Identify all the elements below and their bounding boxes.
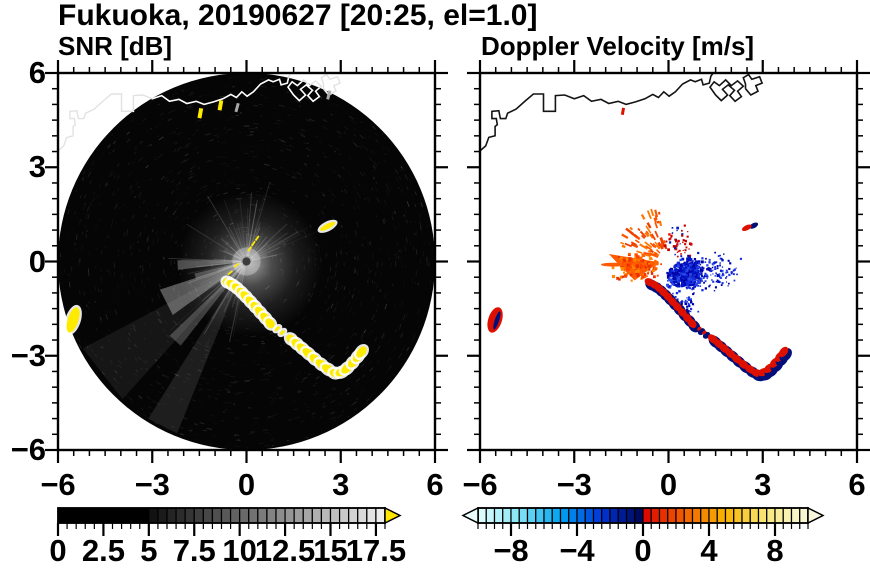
vel-xtick-label: 0 (659, 467, 678, 502)
center-echo-dash (254, 235, 260, 242)
radar-center-dot (242, 257, 251, 266)
snr-rays (168, 181, 327, 342)
coast-echo-yellow (217, 100, 224, 111)
vel-colorbar-arrow-right (807, 506, 825, 525)
ytick-label: 0 (28, 243, 46, 279)
center-echo-dash (247, 246, 252, 252)
coastline-vel (479, 72, 764, 152)
vel-colorbar-label: −8 (493, 533, 529, 568)
coast-echo-red (620, 107, 626, 116)
ytick-label: −3 (10, 337, 46, 373)
coast-echo-gray (326, 90, 332, 100)
vel-xtick-label: 3 (754, 467, 772, 502)
snr-colorbar-label: 7.5 (172, 533, 216, 568)
vel-colorbar-label: −4 (559, 533, 595, 568)
ytick-label: −6 (10, 432, 46, 467)
snr-colorbar (56, 506, 402, 536)
blue-core (666, 256, 708, 290)
snr-glow (178, 191, 323, 337)
snr-colorbar-label: 15 (313, 533, 348, 568)
snr-beam-wedges (82, 260, 247, 434)
vel-xtick-label: −3 (556, 467, 592, 502)
vel-colorbar-label: 4 (700, 533, 718, 568)
snr-colorbar-label: 12.5 (254, 533, 316, 568)
red-top-speckle (663, 224, 693, 258)
center-hole (662, 255, 675, 268)
ytick-label: 3 (28, 149, 46, 185)
snr-panel-title: SNR [dB] (58, 31, 173, 61)
echo-chain-snr (64, 219, 369, 380)
vel-panel-title: Doppler Velocity [m/s] (481, 31, 755, 61)
center-echo-dash (233, 262, 240, 268)
orange-fringe (611, 251, 662, 282)
ytick-label: 6 (28, 55, 46, 90)
snr-colorbar-label: 2.5 (81, 533, 125, 568)
snr-colorbar-label: 5 (140, 533, 158, 568)
snr-colorbar-label: 0 (49, 533, 67, 568)
center-echo-dash (227, 270, 233, 276)
coast-echo-gray (234, 102, 240, 113)
orange-streak (600, 262, 627, 267)
snr-colorbar-arrow (384, 506, 402, 525)
vel-colorbar-label: 8 (766, 533, 784, 568)
snr-panel (57, 72, 435, 450)
orange-rays (620, 208, 668, 259)
snr-xtick-label: 6 (426, 467, 444, 502)
echo-chain-vel (487, 222, 792, 382)
vel-panel (479, 72, 792, 382)
snr-colorbar-label: 17.5 (345, 533, 407, 568)
center-echo-dash (251, 240, 256, 247)
snr-colorbar-label: 10 (222, 533, 257, 568)
axis-frame-snr (45, 60, 448, 463)
vel-colorbar-arrow-left (461, 506, 479, 525)
axis-frame-vel (467, 60, 870, 463)
snr-xtick-label: 0 (237, 467, 256, 502)
vel-xtick-label: −6 (462, 467, 498, 502)
vel-colorbar-label: 0 (634, 533, 652, 568)
coast-echo-yellow (197, 107, 204, 119)
snr-xtick-label: −6 (40, 467, 76, 502)
snr-xtick-label: 3 (332, 467, 350, 502)
snr-xtick-label: −3 (134, 467, 170, 502)
vel-colorbar (461, 506, 825, 536)
vel-xtick-label: 6 (848, 467, 866, 502)
figure-title: Fukuoka, 20190627 [20:25, el=1.0] (58, 0, 538, 32)
